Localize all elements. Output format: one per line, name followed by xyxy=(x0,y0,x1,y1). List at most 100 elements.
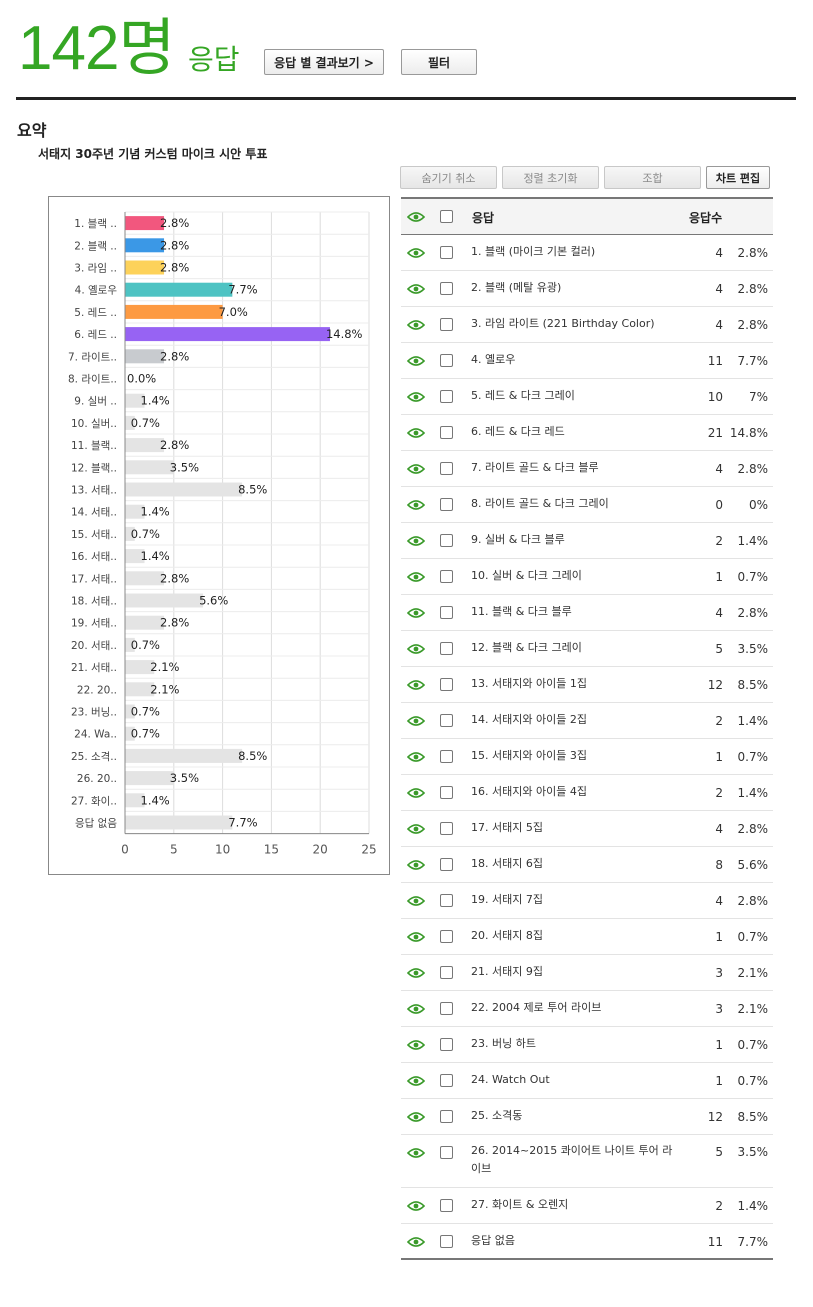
table-row[interactable]: 21. 서태지 9집 3 2.1% xyxy=(401,955,773,991)
eye-icon[interactable] xyxy=(407,571,425,583)
table-row[interactable]: 23. 버닝 하트 1 0.7% xyxy=(401,1027,773,1063)
eye-icon[interactable] xyxy=(407,535,425,547)
row-checkbox[interactable] xyxy=(440,318,453,331)
eye-icon[interactable] xyxy=(407,1075,425,1087)
table-row[interactable]: 3. 라임 라이트 (221 Birthday Color) 4 2.8% xyxy=(401,307,773,343)
eye-icon[interactable] xyxy=(407,1039,425,1051)
eye-icon[interactable] xyxy=(407,823,425,835)
row-checkbox[interactable] xyxy=(440,930,453,943)
column-header-response[interactable]: 응답 xyxy=(472,211,495,225)
select-all-checkbox[interactable] xyxy=(440,210,453,223)
edit-chart-button[interactable]: 차트 편집 xyxy=(706,166,770,189)
row-label: 25. 소격동 xyxy=(471,1109,523,1122)
row-checkbox[interactable] xyxy=(440,1146,453,1159)
table-row[interactable]: 5. 레드 & 다크 그레이 10 7% xyxy=(401,379,773,415)
table-row[interactable]: 12. 블랙 & 다크 그레이 5 3.5% xyxy=(401,631,773,667)
table-row[interactable]: 13. 서태지와 아이들 1집 12 8.5% xyxy=(401,667,773,703)
eye-icon[interactable] xyxy=(407,931,425,943)
row-checkbox[interactable] xyxy=(440,570,453,583)
eye-icon[interactable] xyxy=(407,679,425,691)
row-checkbox[interactable] xyxy=(440,1002,453,1015)
table-row[interactable]: 10. 실버 & 다크 그레이 1 0.7% xyxy=(401,559,773,595)
eye-icon[interactable] xyxy=(407,427,425,439)
eye-icon[interactable] xyxy=(407,211,425,223)
row-checkbox[interactable] xyxy=(440,282,453,295)
table-row[interactable]: 16. 서태지와 아이들 4집 2 1.4% xyxy=(401,775,773,811)
eye-icon[interactable] xyxy=(407,643,425,655)
table-row[interactable]: 응답 없음 11 7.7% xyxy=(401,1224,773,1260)
eye-icon[interactable] xyxy=(407,1003,425,1015)
data-label: 2.8% xyxy=(160,349,189,363)
view-by-response-button[interactable]: 응답 별 결과보기 > xyxy=(264,49,384,75)
eye-icon[interactable] xyxy=(407,895,425,907)
table-row[interactable]: 25. 소격동 12 8.5% xyxy=(401,1099,773,1135)
unhide-button[interactable]: 숨기기 취소 xyxy=(400,166,497,189)
row-checkbox[interactable] xyxy=(440,642,453,655)
table-row[interactable]: 4. 옐로우 11 7.7% xyxy=(401,343,773,379)
table-row[interactable]: 20. 서태지 8집 1 0.7% xyxy=(401,919,773,955)
eye-icon[interactable] xyxy=(407,463,425,475)
row-checkbox[interactable] xyxy=(440,1074,453,1087)
eye-icon[interactable] xyxy=(407,967,425,979)
table-row[interactable]: 1. 블랙 (마이크 기본 컬러) 4 2.8% xyxy=(401,235,773,271)
row-checkbox[interactable] xyxy=(440,750,453,763)
row-checkbox[interactable] xyxy=(440,858,453,871)
table-row[interactable]: 18. 서태지 6집 8 5.6% xyxy=(401,847,773,883)
row-checkbox[interactable] xyxy=(440,1110,453,1123)
column-header-count[interactable]: 응답수 xyxy=(689,211,723,225)
table-row[interactable]: 22. 2004 제로 투어 라이브 3 2.1% xyxy=(401,991,773,1027)
row-checkbox[interactable] xyxy=(440,1235,453,1248)
table-row[interactable]: 7. 라이트 골드 & 다크 블루 4 2.8% xyxy=(401,451,773,487)
row-checkbox[interactable] xyxy=(440,894,453,907)
table-row[interactable]: 14. 서태지와 아이들 2집 2 1.4% xyxy=(401,703,773,739)
table-row[interactable]: 26. 2014~2015 콰이어트 나이트 투어 라이브 5 3.5% xyxy=(401,1135,773,1188)
table-row[interactable]: 27. 화이트 & 오렌지 2 1.4% xyxy=(401,1188,773,1224)
row-checkbox[interactable] xyxy=(440,390,453,403)
eye-icon[interactable] xyxy=(407,247,425,259)
row-count: 8 xyxy=(715,858,723,872)
combine-button[interactable]: 조합 xyxy=(604,166,701,189)
row-checkbox[interactable] xyxy=(440,822,453,835)
eye-icon[interactable] xyxy=(407,859,425,871)
eye-icon[interactable] xyxy=(407,319,425,331)
row-checkbox[interactable] xyxy=(440,498,453,511)
eye-icon[interactable] xyxy=(407,1200,425,1212)
row-checkbox[interactable] xyxy=(440,462,453,475)
table-row[interactable]: 6. 레드 & 다크 레드 21 14.8% xyxy=(401,415,773,451)
row-checkbox[interactable] xyxy=(440,786,453,799)
category-label: 6. 레드 .. xyxy=(74,329,117,341)
row-checkbox[interactable] xyxy=(440,246,453,259)
eye-icon[interactable] xyxy=(407,499,425,511)
eye-icon[interactable] xyxy=(407,1147,425,1159)
table-row[interactable]: 11. 블랙 & 다크 블루 4 2.8% xyxy=(401,595,773,631)
category-label: 9. 실버 .. xyxy=(74,396,117,408)
bar-chart-svg: 1. 블랙 .. 2.8% 2. 블랙 .. 2.8% 3. 라임 .. 2.8% 4. 옐… xyxy=(68,211,377,857)
table-row[interactable]: 17. 서태지 5집 4 2.8% xyxy=(401,811,773,847)
eye-icon[interactable] xyxy=(407,283,425,295)
row-checkbox[interactable] xyxy=(440,1038,453,1051)
table-row[interactable]: 15. 서태지와 아이들 3집 1 0.7% xyxy=(401,739,773,775)
table-row[interactable]: 9. 실버 & 다크 블루 2 1.4% xyxy=(401,523,773,559)
row-checkbox[interactable] xyxy=(440,534,453,547)
eye-icon[interactable] xyxy=(407,355,425,367)
row-checkbox[interactable] xyxy=(440,354,453,367)
row-checkbox[interactable] xyxy=(440,606,453,619)
row-checkbox[interactable] xyxy=(440,1199,453,1212)
eye-icon[interactable] xyxy=(407,751,425,763)
eye-icon[interactable] xyxy=(407,391,425,403)
eye-icon[interactable] xyxy=(407,1111,425,1123)
row-checkbox[interactable] xyxy=(440,966,453,979)
row-checkbox[interactable] xyxy=(440,714,453,727)
eye-icon[interactable] xyxy=(407,715,425,727)
row-checkbox[interactable] xyxy=(440,426,453,439)
row-checkbox[interactable] xyxy=(440,678,453,691)
table-row[interactable]: 24. Watch Out 1 0.7% xyxy=(401,1063,773,1099)
reset-sort-button[interactable]: 정렬 초기화 xyxy=(502,166,599,189)
eye-icon[interactable] xyxy=(407,1236,425,1248)
filter-button[interactable]: 필터 xyxy=(401,49,477,75)
eye-icon[interactable] xyxy=(407,607,425,619)
table-row[interactable]: 8. 라이트 골드 & 다크 그레이 0 0% xyxy=(401,487,773,523)
table-row[interactable]: 19. 서태지 7집 4 2.8% xyxy=(401,883,773,919)
eye-icon[interactable] xyxy=(407,787,425,799)
table-row[interactable]: 2. 블랙 (메탈 유광) 4 2.8% xyxy=(401,271,773,307)
